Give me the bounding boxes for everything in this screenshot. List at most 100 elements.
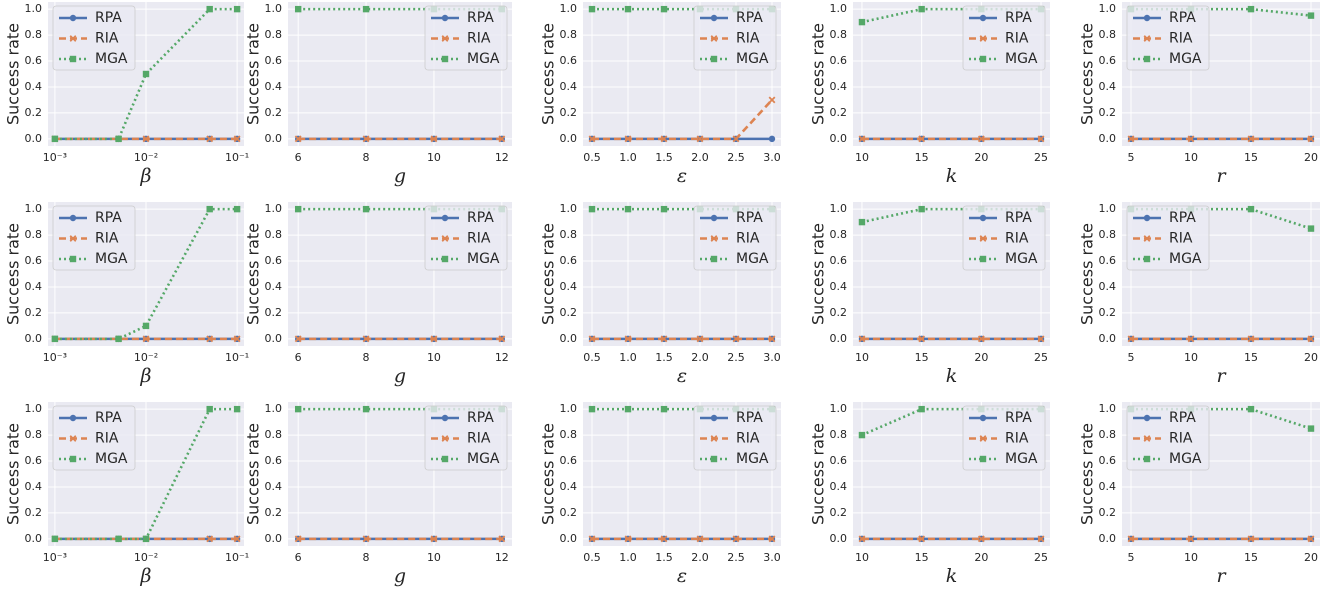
legend-label: RIA bbox=[1005, 31, 1029, 47]
legend-marker bbox=[710, 35, 718, 42]
x-tick-label: 2.5 bbox=[727, 551, 745, 564]
marker bbox=[696, 535, 704, 543]
x-axis-label: k bbox=[946, 365, 958, 387]
x-tick-label: 5 bbox=[1128, 151, 1135, 164]
legend: RPA RIA MGA bbox=[962, 405, 1046, 471]
legend-marker bbox=[69, 14, 77, 22]
legend-label: RIA bbox=[95, 31, 119, 47]
legend-box bbox=[962, 405, 1046, 471]
marker bbox=[498, 135, 506, 143]
legend: RPA RIA MGA bbox=[52, 205, 136, 271]
y-axis-label: Success rate bbox=[1078, 423, 1097, 525]
legend-label: RIA bbox=[95, 431, 119, 447]
marker bbox=[1127, 535, 1135, 543]
y-tick-label: 0.6 bbox=[1099, 254, 1117, 267]
y-tick-label: 1.0 bbox=[25, 2, 43, 15]
legend: RPA RIA MGA bbox=[52, 5, 136, 71]
legend-label: MGA bbox=[95, 451, 128, 467]
marker bbox=[732, 335, 740, 343]
y-tick-label: 0.6 bbox=[1099, 454, 1117, 467]
y-tick-label: 0.2 bbox=[1099, 106, 1117, 119]
x-tick-label: 8 bbox=[363, 351, 370, 364]
y-tick-label: 0.6 bbox=[265, 54, 283, 67]
legend-marker bbox=[1143, 435, 1151, 442]
legend-label: MGA bbox=[467, 451, 500, 467]
subplot: 0.0 0.2 0.4 0.6 0.8 1.0 0.5 1.0 1.5 2.0 2.5 3.0 Succ… bbox=[539, 202, 781, 387]
y-tick-label: 0.8 bbox=[25, 428, 43, 441]
marker bbox=[362, 335, 370, 343]
y-tick-label: 0.2 bbox=[25, 306, 43, 319]
marker bbox=[977, 535, 985, 543]
subplot: 0.0 0.2 0.4 0.6 0.8 1.0 0.5 1.0 1.5 2.0 2.5 3.0 Succ… bbox=[539, 402, 781, 587]
legend: RPA RIA MGA bbox=[52, 405, 136, 471]
y-tick-label: 0.0 bbox=[265, 332, 283, 345]
legend-marker bbox=[441, 455, 449, 463]
legend-label: RPA bbox=[1169, 10, 1196, 26]
x-tick-label: 6 bbox=[295, 551, 302, 564]
y-axis-label: Success rate bbox=[244, 423, 263, 525]
subplot: 0.0 0.2 0.4 0.6 0.8 1.0 10 15 20 25 Success rate k R… bbox=[809, 402, 1050, 587]
marker bbox=[660, 135, 668, 143]
y-tick-label: 1.0 bbox=[560, 2, 578, 15]
y-tick-label: 0.0 bbox=[560, 532, 578, 545]
x-tick-label: 3.0 bbox=[763, 151, 781, 164]
series-line bbox=[54, 207, 238, 341]
marker bbox=[498, 335, 506, 343]
marker bbox=[294, 535, 302, 543]
y-axis-label: Success rate bbox=[244, 223, 263, 325]
legend-marker bbox=[710, 455, 718, 463]
marker bbox=[660, 535, 668, 543]
marker bbox=[768, 535, 776, 543]
legend-box bbox=[693, 405, 777, 471]
x-tick-label: 2.5 bbox=[727, 351, 745, 364]
marker bbox=[660, 405, 668, 413]
legend: RPA RIA MGA bbox=[1126, 405, 1210, 471]
legend-label: RIA bbox=[736, 431, 760, 447]
x-tick-label: 25 bbox=[1034, 151, 1048, 164]
marker bbox=[1247, 5, 1255, 13]
y-tick-label: 0.8 bbox=[265, 228, 283, 241]
x-axis-label: r bbox=[1216, 565, 1227, 587]
x-axis-label: g bbox=[394, 565, 406, 587]
x-tick-label: 12 bbox=[495, 351, 509, 364]
legend-marker bbox=[979, 35, 987, 42]
subplot: 0.0 0.2 0.4 0.6 0.8 1.0 10⁻³ 10⁻² 10⁻¹ Success ra… bbox=[4, 402, 249, 587]
legend-marker bbox=[441, 235, 449, 242]
marker bbox=[362, 535, 370, 543]
marker bbox=[732, 135, 740, 143]
subplot: 0.0 0.2 0.4 0.6 0.8 1.0 6 8 10 12 Success rate g RPA… bbox=[244, 2, 512, 187]
x-tick-label: 1.5 bbox=[655, 151, 673, 164]
legend: RPA RIA MGA bbox=[693, 5, 777, 71]
x-tick-label: 0.5 bbox=[583, 551, 601, 564]
y-tick-label: 0.2 bbox=[25, 106, 43, 119]
y-tick-label: 0.0 bbox=[830, 332, 848, 345]
legend-marker bbox=[710, 414, 718, 422]
marker bbox=[858, 135, 866, 143]
legend-label: MGA bbox=[736, 451, 769, 467]
marker bbox=[294, 135, 302, 143]
y-tick-label: 0.0 bbox=[1099, 132, 1117, 145]
y-tick-label: 0.6 bbox=[830, 54, 848, 67]
x-axis-label: β bbox=[140, 365, 152, 387]
marker bbox=[588, 535, 596, 543]
legend-marker bbox=[441, 35, 449, 42]
x-tick-label: 10 bbox=[427, 551, 441, 564]
y-tick-label: 0.8 bbox=[1099, 228, 1117, 241]
y-tick-label: 0.0 bbox=[25, 532, 43, 545]
x-tick-label: 25 bbox=[1034, 551, 1048, 564]
legend: RPA RIA MGA bbox=[693, 405, 777, 471]
y-tick-label: 0.2 bbox=[830, 506, 848, 519]
legend-marker bbox=[1143, 55, 1151, 63]
legend-marker bbox=[1143, 455, 1151, 463]
y-tick-label: 0.8 bbox=[1099, 28, 1117, 41]
marker bbox=[233, 5, 241, 13]
legend-marker bbox=[979, 435, 987, 442]
y-tick-label: 0.2 bbox=[560, 306, 578, 319]
legend-box bbox=[52, 205, 136, 271]
x-tick-label: 15 bbox=[1244, 351, 1258, 364]
subplot: 0.0 0.2 0.4 0.6 0.8 1.0 10⁻³ 10⁻² 10⁻¹ Success ra… bbox=[4, 202, 249, 387]
marker bbox=[233, 135, 241, 143]
y-tick-label: 1.0 bbox=[265, 2, 283, 15]
marker bbox=[1247, 405, 1255, 413]
y-tick-label: 0.0 bbox=[25, 132, 43, 145]
